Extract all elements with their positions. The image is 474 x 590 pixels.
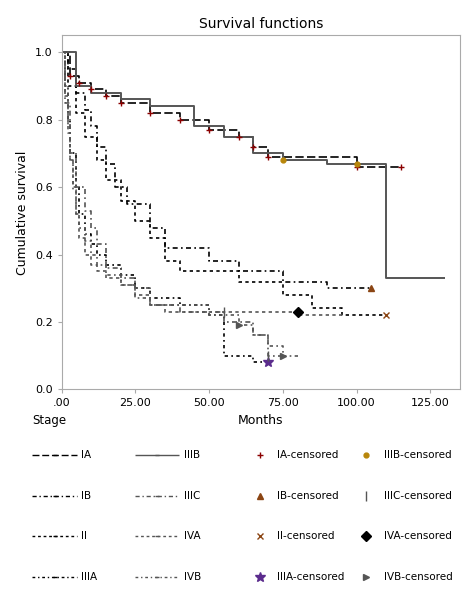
Text: IVA: IVA	[184, 532, 201, 541]
Title: Survival functions: Survival functions	[199, 18, 323, 31]
Text: II-censored: II-censored	[277, 532, 335, 541]
Y-axis label: Cumulative survival: Cumulative survival	[16, 150, 29, 274]
Text: IIIA: IIIA	[82, 572, 98, 582]
Text: IIIC-censored: IIIC-censored	[384, 491, 452, 500]
Text: Stage: Stage	[32, 414, 66, 427]
Text: IA-censored: IA-censored	[277, 450, 339, 460]
Text: IIIB-censored: IIIB-censored	[384, 450, 452, 460]
Text: IVB-censored: IVB-censored	[384, 572, 453, 582]
Text: IIIA-censored: IIIA-censored	[277, 572, 345, 582]
Text: II: II	[82, 532, 87, 541]
Text: IB: IB	[82, 491, 91, 500]
Text: IVA-censored: IVA-censored	[384, 532, 452, 541]
Text: IIIB: IIIB	[184, 450, 200, 460]
Text: IA: IA	[82, 450, 91, 460]
X-axis label: Months: Months	[238, 414, 283, 427]
Text: IVB: IVB	[184, 572, 201, 582]
Text: IIIC: IIIC	[184, 491, 200, 500]
Text: IB-censored: IB-censored	[277, 491, 339, 500]
